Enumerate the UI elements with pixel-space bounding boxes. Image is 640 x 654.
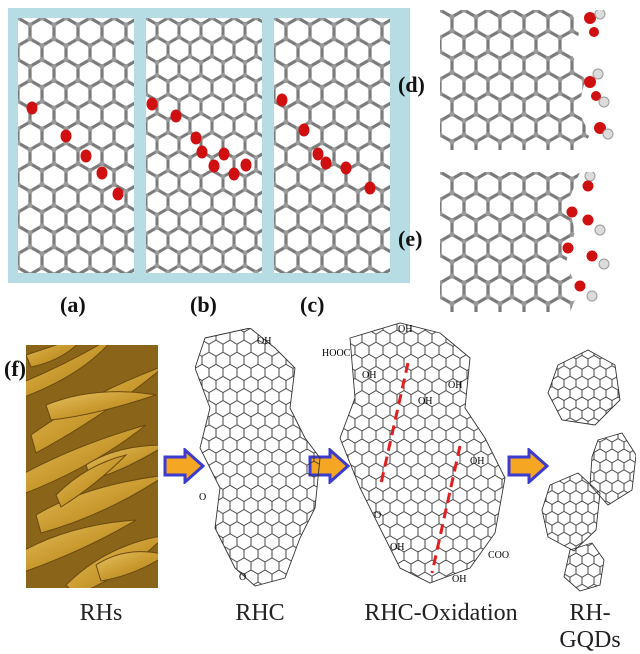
rh-gqds-structure [541,349,636,592]
panel-frame-abc [8,8,410,283]
caption-rhc-oxidation: RHC-Oxidation [364,600,518,626]
process-arrow-icon [163,448,205,484]
caption-rh-gqds: RH-GQDs [559,600,621,653]
panel-c [274,18,390,273]
cut-line [378,362,410,489]
functional-groups-e [562,172,610,302]
label-d: (d) [398,72,425,97]
group-oh: OH [257,336,271,347]
graphene-lattice-icon [146,18,262,273]
oxygen-atoms-b [146,97,252,181]
caption-rhs: RHs [79,600,123,626]
group-cooh: COOH [488,550,510,561]
graphene-lattice-icon [274,18,390,273]
caption-rhc: RHC [235,600,285,626]
group-oh: OH [452,574,466,585]
group-o: O [199,492,206,503]
group-o: O [374,510,381,521]
graphene-lattice-icon [440,172,610,312]
oxygen-atoms-c [276,93,376,195]
cut-line [430,445,462,574]
label-f: (f) [4,356,26,381]
group-oh: OH [448,380,462,391]
rice-husk-image [26,345,158,588]
group-hooc: HOOC [322,348,351,359]
group-oh: OH [362,370,376,381]
rhc-oxidation-structure: HOOC OH OH OH OH OH COOH OH O OH [322,322,510,585]
graphene-lattice-icon [440,10,614,150]
label-b: (b) [190,292,217,317]
panel-b [146,18,262,273]
functional-groups-d [584,10,614,140]
panel-e [440,172,635,312]
label-e: (e) [398,226,423,251]
panel-d [440,10,635,150]
group-oh: OH [418,396,432,407]
group-oh: OH [398,324,412,335]
group-o: O [239,572,246,583]
label-a: (a) [60,292,86,317]
process-arrow-icon [507,448,549,484]
graphene-lattice-icon [18,18,134,273]
group-oh: OH [470,456,484,467]
label-c: (c) [300,292,325,317]
panel-a [18,18,134,273]
oxygen-atoms-a [26,101,124,201]
rhc-structure: OH O O [195,328,321,587]
group-oh: OH [390,542,404,553]
